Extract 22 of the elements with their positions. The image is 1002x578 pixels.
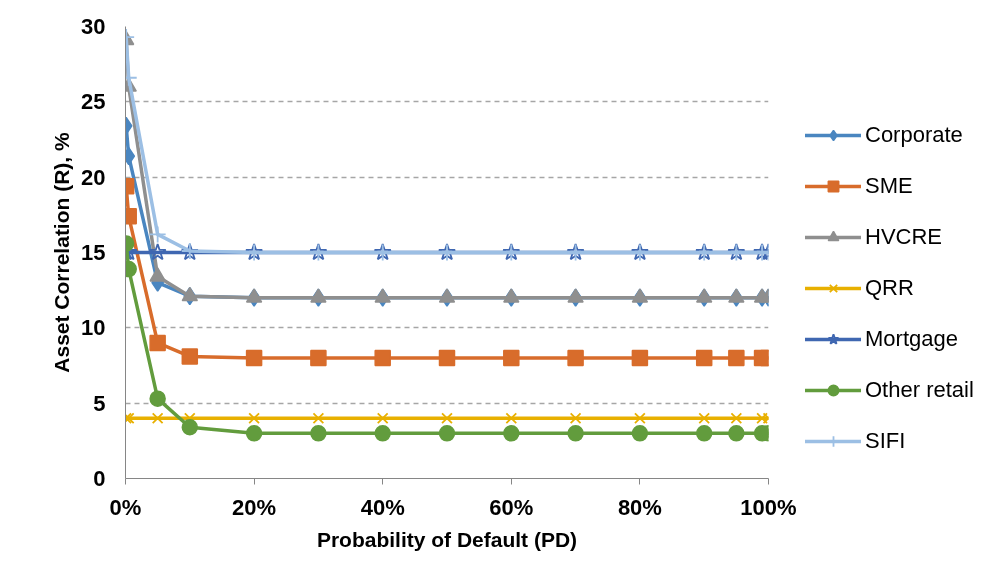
x-tick-label: 20% [232, 494, 277, 520]
x-tick-label: 80% [617, 494, 662, 520]
y-tick-label: 5 [93, 390, 106, 416]
x-axis-title: Probability of Default (PD) [316, 527, 578, 551]
y-tick-label: 20 [81, 164, 106, 190]
legend-label: QRR [865, 275, 914, 301]
y-tick-label: 0 [93, 466, 106, 491]
y-tick-label: 25 [81, 89, 106, 115]
legend-label: SME [865, 173, 913, 199]
y-tick-label: 30 [81, 14, 106, 39]
x-tick-label: 60% [489, 494, 534, 520]
legend-label: Other retail [865, 377, 974, 403]
legend-label: HVCRE [865, 224, 943, 250]
legend-label: Mortgage [865, 326, 958, 352]
x-tick-label: 100% [740, 494, 797, 520]
y-axis-title: Asset Correlation (R), % [50, 131, 74, 373]
y-tick-label: 15 [81, 240, 106, 265]
x-tick-label: 40% [360, 494, 405, 520]
y-tick-label: 10 [81, 315, 106, 341]
legend-label: SIFI [865, 428, 906, 454]
x-tick-label: 0% [109, 494, 142, 520]
legend-label: Corporate [865, 122, 963, 148]
